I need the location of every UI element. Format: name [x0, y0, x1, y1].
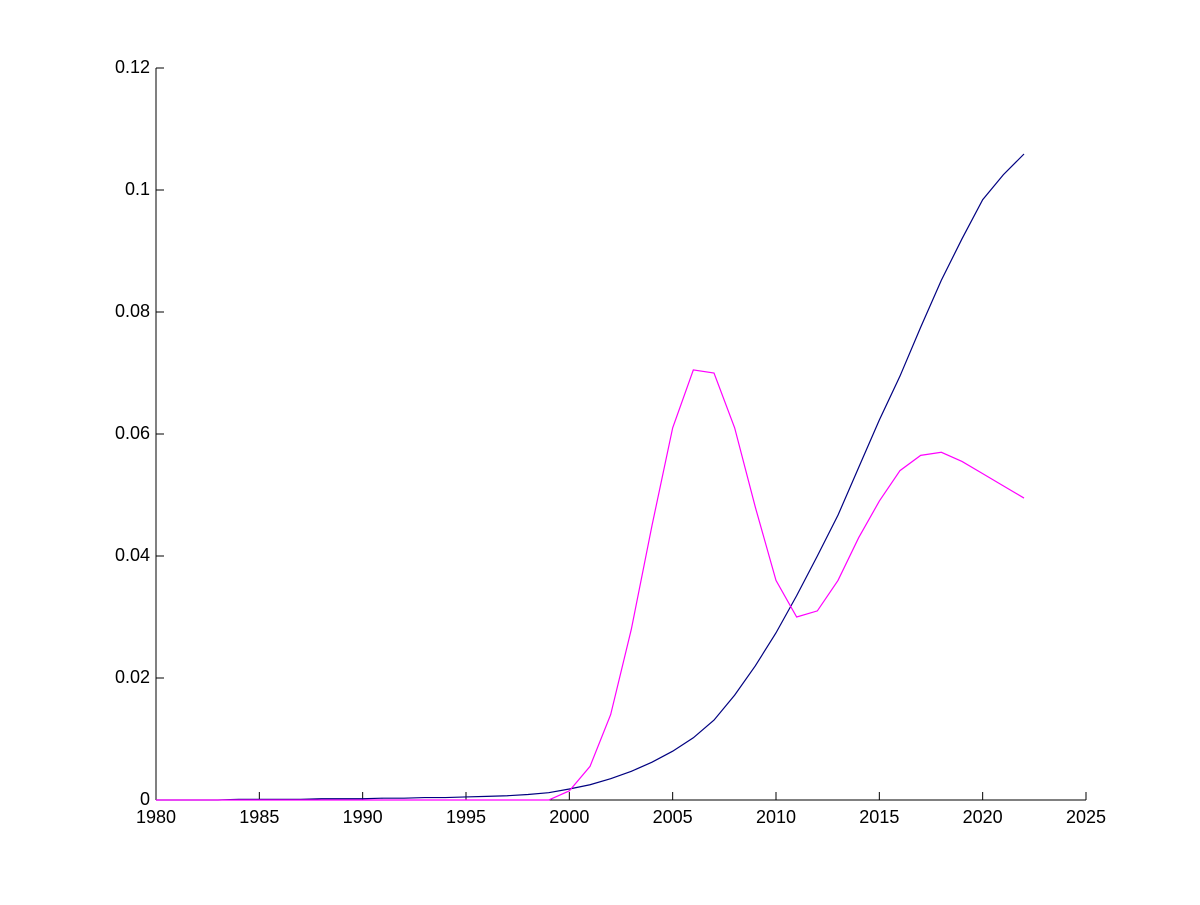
line-series [156, 369, 1025, 801]
x-tick-label: 1990 [343, 807, 383, 827]
x-tick-label: 1985 [239, 807, 279, 827]
y-tick-label: 0.1 [125, 179, 150, 199]
y-tick-label: 0.02 [115, 667, 150, 687]
x-tick-label: 1995 [446, 807, 486, 827]
y-tick-label: 0.12 [115, 57, 150, 77]
y-tick-label: 0.08 [115, 301, 150, 321]
y-tick-label: 0 [140, 789, 150, 809]
x-tick-label: 2010 [756, 807, 796, 827]
y-tick-label: 0.06 [115, 423, 150, 443]
x-tick-label: 1980 [136, 807, 176, 827]
line-series [156, 153, 1025, 801]
x-tick-label: 2000 [549, 807, 589, 827]
x-tick-label: 2015 [859, 807, 899, 827]
x-tick-label: 2025 [1066, 807, 1106, 827]
y-tick-label: 0.04 [115, 545, 150, 565]
x-tick-label: 2005 [653, 807, 693, 827]
x-tick-label: 2020 [963, 807, 1003, 827]
